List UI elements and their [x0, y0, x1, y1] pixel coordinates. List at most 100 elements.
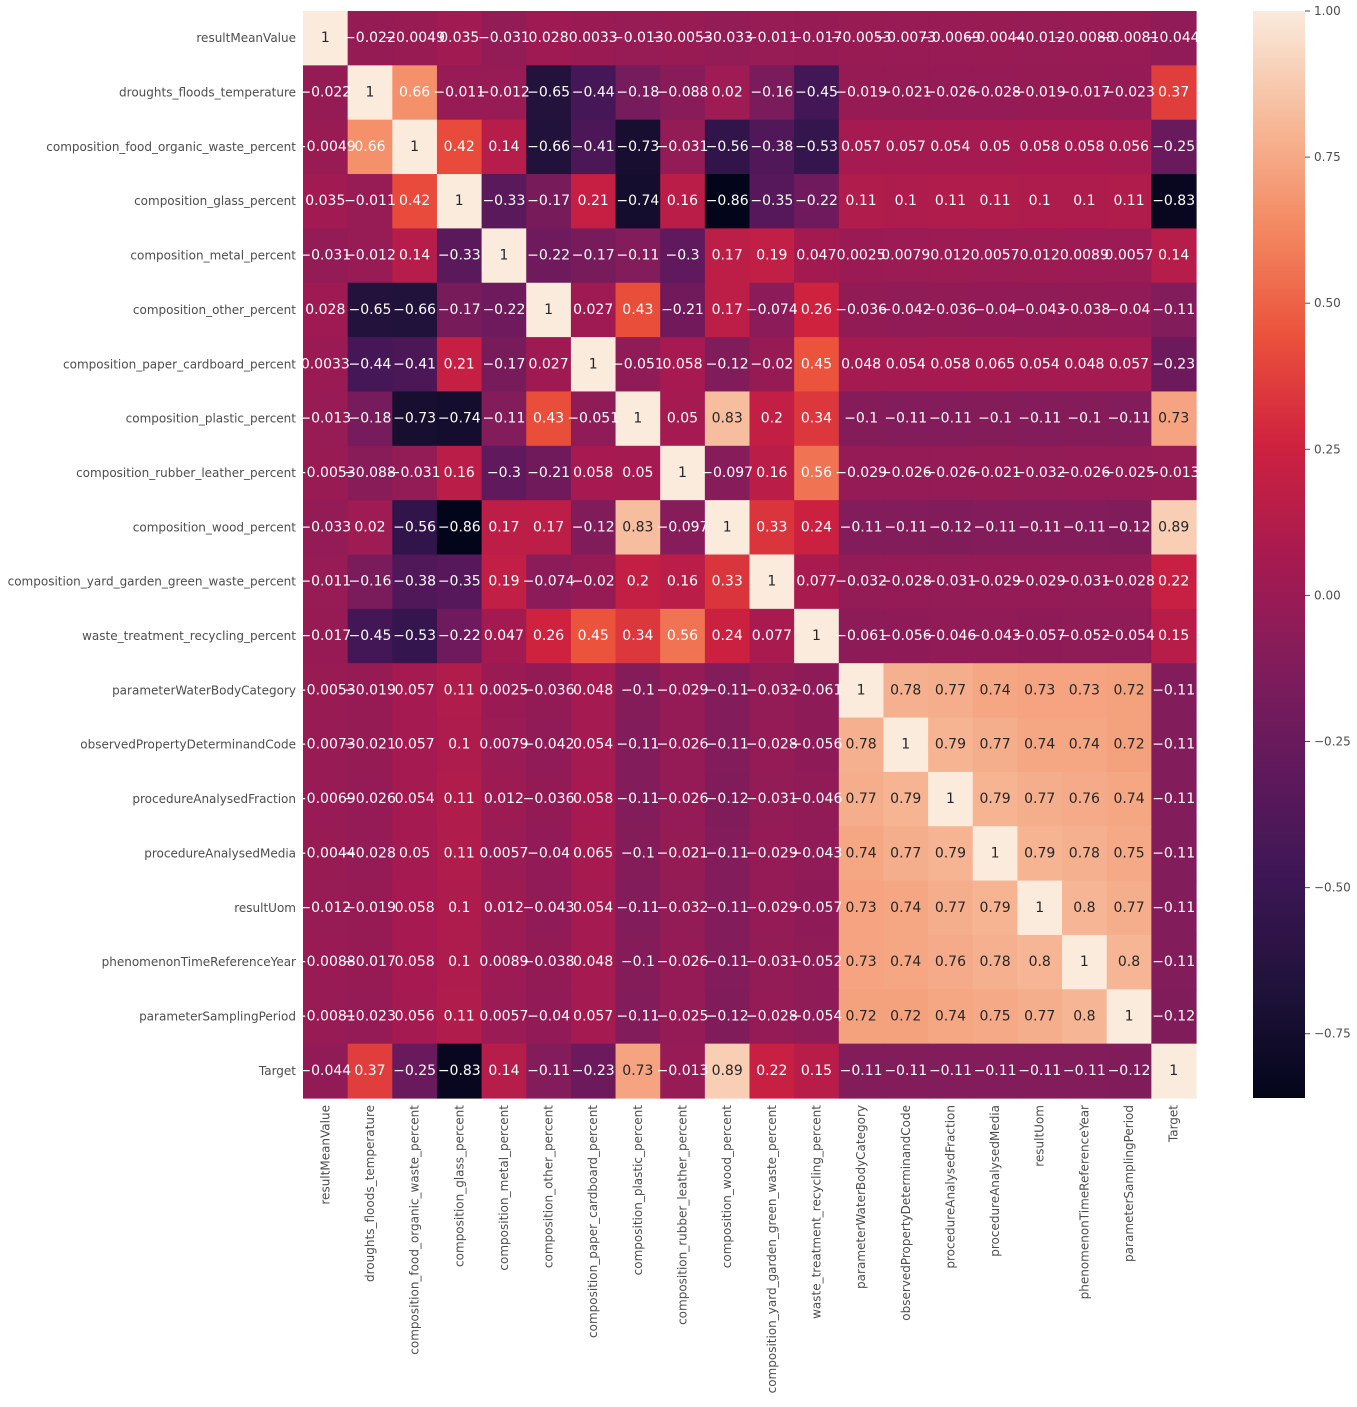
column-tick-label: composition_rubber_leather_percent — [676, 1105, 690, 1325]
heatmap-cell — [883, 554, 929, 610]
heatmap-cell — [1151, 826, 1197, 882]
heatmap-cell — [392, 337, 438, 393]
heatmap-cell-label: 0.8 — [1029, 954, 1051, 970]
heatmap-cell-label: 0.42 — [399, 193, 430, 209]
heatmap-cell — [436, 119, 483, 175]
heatmap-cell-label: 1 — [812, 628, 821, 644]
heatmap-cell — [1151, 554, 1197, 610]
heatmap-cell — [1151, 717, 1197, 773]
heatmap-cell — [303, 989, 349, 1045]
heatmap-cell — [436, 717, 483, 773]
heatmap-cell — [749, 337, 795, 393]
heatmap-cell — [1017, 174, 1063, 229]
heatmap-cell — [838, 989, 885, 1045]
heatmap-cell — [794, 174, 840, 229]
heatmap-cell — [1062, 337, 1108, 393]
heatmap-cell — [526, 174, 572, 229]
heatmap-cell-label: −0.031 — [478, 30, 530, 46]
heatmap-cell — [526, 880, 572, 936]
heatmap-cell-label: 0.79 — [979, 791, 1010, 807]
heatmap-cell — [570, 65, 617, 121]
heatmap-cell-label: −0.061 — [791, 682, 843, 698]
heatmap-cell-label: −0.56 — [393, 519, 436, 535]
heatmap-cell — [1017, 663, 1063, 719]
heatmap-cell-label: −0.032 — [657, 900, 709, 916]
heatmap-cell — [704, 65, 751, 121]
heatmap-cell-label: −0.031 — [1058, 574, 1110, 590]
heatmap-cell-label: 0.79 — [890, 791, 921, 807]
heatmap-cell — [972, 608, 1018, 664]
heatmap-cell-label: 0.14 — [488, 139, 519, 155]
heatmap-cell — [972, 391, 1018, 447]
heatmap-cell-label: 0.1 — [895, 193, 917, 209]
heatmap-cell — [1062, 771, 1108, 827]
heatmap-cell — [749, 608, 795, 664]
heatmap-cell-label: 0.74 — [1113, 791, 1144, 807]
heatmap-cell — [972, 500, 1018, 556]
heatmap-cell — [749, 1043, 795, 1099]
heatmap-cell — [838, 608, 885, 664]
heatmap-cell — [794, 391, 840, 447]
heatmap-cell-label: 0.05 — [622, 465, 653, 481]
heatmap-cell-label: −0.025 — [657, 1008, 709, 1024]
heatmap-cell-label: −0.11 — [616, 791, 659, 807]
heatmap-cell-label: −0.0069 — [920, 30, 981, 46]
heatmap-cell-label: −0.051 — [612, 356, 664, 372]
heatmap-cell — [526, 1043, 572, 1099]
heatmap-cell — [481, 663, 527, 719]
heatmap-cell-label: −0.17 — [527, 193, 570, 209]
heatmap-cell — [1017, 934, 1063, 990]
heatmap-cell-label: −0.0081 — [1099, 30, 1160, 46]
heatmap-cell-label: −0.11 — [706, 954, 749, 970]
heatmap-cell — [1062, 989, 1108, 1045]
heatmap-cell — [1106, 391, 1152, 447]
heatmap-cell-label: −0.031 — [746, 791, 798, 807]
heatmap-cell-label: −0.028 — [344, 845, 396, 861]
heatmap-cell-label: −0.23 — [1152, 356, 1195, 372]
heatmap-cell-label: −0.028 — [969, 85, 1021, 101]
heatmap-cell-label: 0.77 — [1024, 1008, 1055, 1024]
heatmap-cell — [972, 663, 1018, 719]
heatmap-cell — [928, 826, 974, 882]
heatmap-cell-label: 0.45 — [801, 356, 832, 372]
row-tick-label: procedureAnalysedMedia — [144, 846, 296, 860]
heatmap-cell-label: −0.1 — [1067, 411, 1101, 427]
heatmap-cell — [972, 11, 1018, 66]
heatmap-cell — [303, 282, 349, 338]
heatmap-cell-label: −0.11 — [840, 1063, 883, 1079]
heatmap-cell-label: −0.097 — [701, 465, 753, 481]
heatmap-cell — [570, 663, 617, 719]
heatmap-cell — [838, 11, 885, 66]
heatmap-cell — [660, 282, 706, 338]
heatmap-cell — [303, 880, 349, 936]
heatmap-cell — [526, 826, 572, 882]
heatmap-cell-label: 0.048 — [841, 356, 881, 372]
heatmap-cell — [481, 11, 527, 66]
heatmap-cell-label: 1 — [455, 193, 464, 209]
heatmap-cell — [883, 391, 929, 447]
heatmap-cell-label: 0.76 — [1069, 791, 1100, 807]
heatmap-cell-label: −0.028 — [1103, 574, 1155, 590]
heatmap-cell-label: 0.1 — [448, 954, 470, 970]
heatmap-cell — [838, 282, 885, 338]
heatmap-cell — [347, 554, 393, 610]
heatmap-cell-label: 0.14 — [399, 248, 430, 264]
heatmap-cell-label: 0.72 — [846, 1008, 877, 1024]
heatmap-cell — [749, 554, 795, 610]
heatmap-cell-label: 1 — [321, 30, 330, 46]
heatmap-cell-label: −0.11 — [1063, 1063, 1106, 1079]
heatmap-cell-label: 0.8 — [1073, 900, 1095, 916]
heatmap-cell-label: −0.031 — [389, 465, 441, 481]
heatmap-cell — [436, 554, 483, 610]
heatmap-cell-label: −0.73 — [393, 411, 436, 427]
heatmap-cell — [615, 771, 661, 827]
heatmap-cell — [347, 391, 393, 447]
heatmap-cell-label: −0.11 — [616, 900, 659, 916]
heatmap-cell-label: 0.77 — [935, 900, 966, 916]
heatmap-cell-label: −0.011 — [299, 574, 351, 590]
heatmap-cell-label: −0.023 — [1103, 85, 1155, 101]
heatmap-cell — [615, 989, 661, 1045]
heatmap-cell-label: 0.77 — [846, 791, 877, 807]
heatmap-cell-label: −0.11 — [974, 1063, 1017, 1079]
heatmap-cell-label: −0.22 — [527, 248, 570, 264]
